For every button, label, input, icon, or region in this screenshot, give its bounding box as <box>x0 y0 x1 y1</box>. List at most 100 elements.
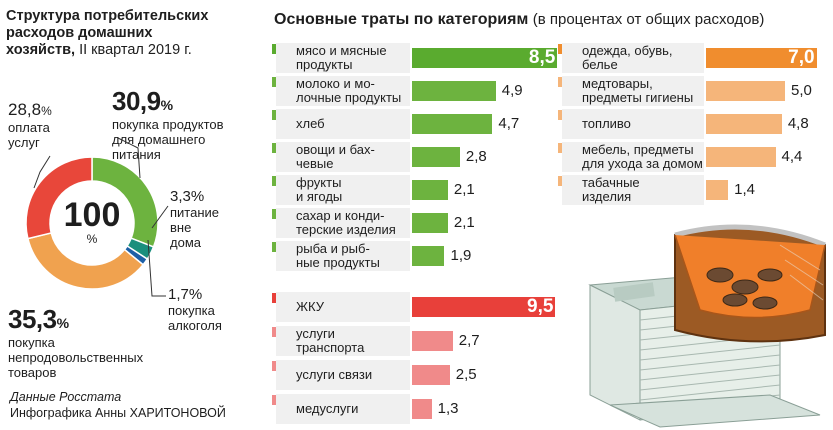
pie-text-goods-3: товаров <box>8 365 57 380</box>
pie-text-services-1: оплата <box>8 120 50 135</box>
pie-value-goods-wrap: 35,3% <box>8 304 143 335</box>
bar-services-1 <box>412 331 453 351</box>
donut-chart <box>25 156 159 290</box>
bar-goods-3 <box>706 147 776 167</box>
bar-label-bg-goods-1 <box>562 76 704 106</box>
pie-text-eatout-1: питание <box>170 205 220 220</box>
wallet-money-illustration <box>588 224 826 428</box>
source-line2-name: ХАРИТОНОВОЙ <box>129 406 226 420</box>
bar-food-5 <box>412 213 448 233</box>
bar-food-2 <box>412 114 493 134</box>
pie-text-goods-1: покупка <box>8 335 55 350</box>
bar-label-services-0: ЖКУ <box>296 299 324 314</box>
bar-label-bg-goods-4 <box>562 175 704 205</box>
bar-label-services-1: услуги транспорта <box>296 326 365 355</box>
bar-label-food-1: молоко и мо-лочные продукты <box>296 76 402 105</box>
bar-food-0 <box>412 48 558 68</box>
bar-value-food-1: 4,9 <box>501 82 523 99</box>
bar-label-bg-services-3 <box>276 394 410 424</box>
pie-text-alcohol-2: алкоголя <box>168 318 222 333</box>
pie-label-eatout: 3,3% питание вне дома <box>170 188 219 250</box>
pie-text-food-3: питания <box>112 147 161 162</box>
bar-goods-1 <box>706 81 785 101</box>
bar-label-goods-1: медтовары, предметы гигиены <box>582 76 694 105</box>
bar-label-food-3: овощи и бах-чевые <box>296 142 375 171</box>
donut-center-value: 100 <box>63 196 121 234</box>
bar-label-bg-services-2 <box>276 360 410 390</box>
bar-value-services-1: 2,7 <box>458 332 480 349</box>
donut-center: 100 % <box>54 198 130 246</box>
leader-line-eatout <box>151 205 169 229</box>
left-title-line1: Структура потребительских <box>6 8 209 24</box>
bar-label-food-2: хлеб <box>296 116 325 131</box>
bar-value-food-6: 1,9 <box>450 247 472 264</box>
bar-value-food-2: 4,7 <box>498 115 520 132</box>
pie-value-eatout: 3,3% <box>170 188 205 205</box>
pie-text-alcohol-1: покупка <box>168 303 215 318</box>
bar-label-goods-0: одежда, обувь, белье <box>582 43 673 72</box>
bar-goods-4 <box>706 180 729 200</box>
bars-title-bold: Основные траты по категориям <box>274 11 529 28</box>
bar-label-bg-food-6 <box>276 241 410 271</box>
leader-line-alcohol <box>147 239 166 297</box>
bar-label-bg-services-1 <box>276 326 410 356</box>
donut-center-unit: % <box>86 232 98 246</box>
bar-goods-2 <box>706 114 782 134</box>
bar-label-goods-4: табачные изделия <box>582 175 640 204</box>
bar-label-bg-food-1 <box>276 76 410 106</box>
source-block: Данные Росстата Инфографика Анны ХАРИТОН… <box>10 389 226 421</box>
left-title-line3: хозяйств, <box>6 42 76 58</box>
bar-label-bg-goods-2 <box>562 109 704 139</box>
bar-value-goods-2: 4,8 <box>787 115 809 132</box>
pie-text-eatout-3: дома <box>170 235 201 250</box>
leader-line-food <box>117 137 141 179</box>
left-title-line2: расходов домашних <box>6 25 153 41</box>
bar-food-6 <box>412 246 445 266</box>
pie-value-food-wrap: 30,9% <box>112 86 224 117</box>
pie-value-alcohol: 1,7% <box>168 286 203 303</box>
pie-label-food: 30,9% покупка продуктов для домашнего пи… <box>112 86 224 162</box>
pie-label-alcohol: 1,7% покупка алкоголя <box>168 286 222 333</box>
leader-line-services <box>33 155 51 189</box>
bar-goods-0 <box>706 48 817 68</box>
bar-value-goods-3: 4,4 <box>781 148 803 165</box>
wallet-icon <box>674 224 826 343</box>
pie-text-goods-2: непродовольственных <box>8 350 144 365</box>
bar-services-2 <box>412 365 450 385</box>
pie-value-food: 30,9 <box>112 86 161 116</box>
pie-sign-services: % <box>41 104 52 118</box>
bars-title-note: (в процентах от общих расходов) <box>532 11 765 28</box>
source-line2: Инфографика Анны ХАРИТОНОВОЙ <box>10 405 226 421</box>
bar-services-0 <box>412 297 556 317</box>
bar-food-1 <box>412 81 496 101</box>
bar-label-food-0: мясо и мясные продукты <box>296 43 387 72</box>
pie-value-goods: 35,3 <box>8 304 57 334</box>
pie-text-food-1: покупка продуктов <box>112 117 224 132</box>
bar-label-goods-3: мебель, предметы для ухода за домом <box>582 142 703 171</box>
pie-text-eatout-2: вне <box>170 220 192 235</box>
bar-value-goods-0: 7,0 <box>788 47 815 68</box>
pie-value-services-wrap: 28,8% <box>8 100 52 120</box>
source-line1: Данные Росстата <box>10 390 122 404</box>
pie-label-services: 28,8% оплата услуг <box>8 100 52 150</box>
bar-label-food-6: рыба и рыб-ные продукты <box>296 241 380 270</box>
bar-label-goods-2: топливо <box>582 116 631 131</box>
bar-label-bg-goods-0 <box>562 43 704 73</box>
bar-services-3 <box>412 399 432 419</box>
pie-text-services-2: услуг <box>8 135 40 150</box>
bar-label-bg-goods-3 <box>562 142 704 172</box>
donut-slice-services <box>25 156 93 240</box>
pie-sign-goods: % <box>56 315 69 331</box>
bar-label-food-5: сахар и конди-терские изделия <box>296 208 396 237</box>
pie-label-goods: 35,3% покупка непродовольственных товаро… <box>8 304 143 380</box>
bar-label-services-2: услуги связи <box>296 367 373 382</box>
bar-food-3 <box>412 147 460 167</box>
bars-title: Основные траты по категориям (в процента… <box>274 10 764 30</box>
bar-value-food-3: 2,8 <box>465 148 487 165</box>
left-title: Структура потребительских расходов домаш… <box>6 8 266 59</box>
bar-value-goods-1: 5,0 <box>791 82 812 99</box>
bar-label-food-4: фрукты и ягоды <box>296 175 343 204</box>
pie-sign-food: % <box>160 97 173 113</box>
